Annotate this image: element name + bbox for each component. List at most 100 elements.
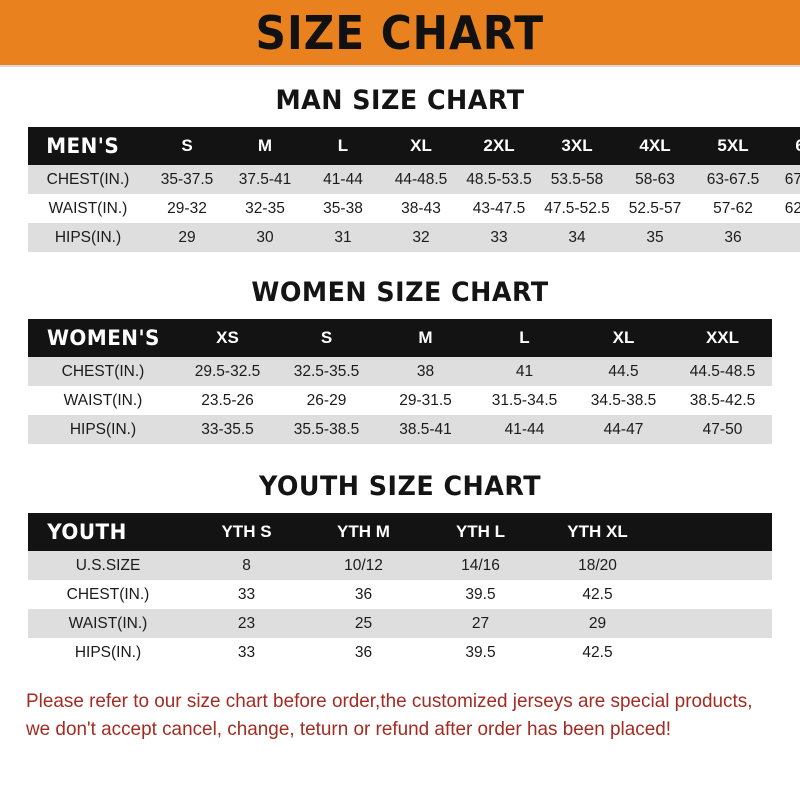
section-title-youth: YOUTH SIZE CHART — [258, 471, 542, 502]
men-column-header: 4XL — [639, 136, 671, 155]
section-title-man: MAN SIZE CHART — [275, 85, 525, 116]
men-column-header: XL — [410, 136, 432, 155]
women-cell: 38.5-42.5 — [689, 391, 756, 409]
men-cell: 33 — [490, 228, 508, 246]
youth-cell: 10/12 — [344, 556, 383, 574]
men-cell: 57-62 — [713, 199, 753, 217]
youth-row-label: HIPS(IN.) — [74, 643, 142, 661]
women-cell: 44-47 — [603, 420, 644, 438]
men-column-header: 6XL — [772, 127, 800, 165]
men-header-row: MEN'S S M L XL 2XL 3XL 4XL 5XL 6XL — [28, 127, 800, 165]
men-cell: 31 — [334, 228, 352, 246]
women-column-header: L — [519, 328, 530, 347]
men-size-table: MEN'S S M L XL 2XL 3XL 4XL 5XL 6XL CHEST(IN.) 35-37… — [28, 127, 800, 252]
women-cell: 38.5-41 — [399, 420, 452, 438]
women-column-header: XXL — [705, 328, 740, 347]
men-cell: 35-37.5 — [160, 170, 214, 188]
men-cell: 35-38 — [323, 199, 363, 217]
women-size-table-wrapper: WOMEN'S XS S M L XL XXL CHEST(IN.) 29.5-32.5 32.5… — [28, 319, 772, 444]
men-cell: 47.5-52.5 — [544, 199, 610, 217]
men-size-table-wrapper: MEN'S S M L XL 2XL 3XL 4XL 5XL 6XL CHEST(IN.) 35-37… — [28, 127, 800, 252]
men-cell: 36 — [724, 228, 742, 246]
women-column-header: S — [320, 328, 333, 347]
table-row: WAIST(IN.) 29-32 32-35 35-38 38-43 43-47.5 47.… — [28, 194, 800, 223]
youth-cell: 33 — [237, 585, 256, 603]
note-line-1: Please refer to our size chart before or… — [26, 690, 753, 712]
women-column-header: XL — [612, 328, 635, 347]
youth-cell — [656, 551, 772, 580]
women-cell: 38 — [416, 362, 435, 380]
men-cell: 63-67.5 — [706, 170, 760, 188]
men-row-label: HIPS(IN.) — [54, 228, 122, 246]
youth-cell — [656, 638, 772, 667]
men-cell: 37 — [772, 223, 800, 252]
youth-corner-label: YOUTH — [47, 520, 127, 544]
youth-cell: 42.5 — [582, 585, 613, 603]
youth-cell: 33 — [237, 643, 256, 661]
women-row-label: HIPS(IN.) — [69, 420, 137, 438]
women-row-label: CHEST(IN.) — [61, 362, 145, 380]
youth-column-header: YTH L — [455, 522, 506, 541]
men-cell: 29 — [178, 228, 196, 246]
men-row-label: WAIST(IN.) — [48, 199, 128, 217]
youth-cell: 27 — [471, 614, 490, 632]
women-corner-label: WOMEN'S — [46, 326, 160, 350]
men-cell: 29-32 — [167, 199, 207, 217]
men-cell: 48.5-53.5 — [466, 170, 532, 188]
men-cell: 44-48.5 — [394, 170, 448, 188]
section-title-women: WOMEN SIZE CHART — [251, 277, 549, 308]
table-row: HIPS(IN.) 33-35.5 35.5-38.5 38.5-41 41-44 44-… — [28, 415, 772, 444]
women-cell: 47-50 — [702, 420, 743, 438]
men-cell: 30 — [256, 228, 274, 246]
men-column-header: 3XL — [561, 136, 593, 155]
men-cell: 35 — [646, 228, 664, 246]
men-column-header: S — [181, 136, 193, 155]
youth-row-label: U.S.SIZE — [75, 556, 141, 574]
youth-header-row: YOUTH YTH S YTH M YTH L YTH XL — [28, 513, 772, 551]
youth-cell: 36 — [354, 585, 373, 603]
men-cell: 32 — [412, 228, 430, 246]
youth-cell: 18/20 — [578, 556, 617, 574]
page-banner: SIZE CHART — [0, 0, 800, 67]
note-line-2: we don't accept cancel, change, teturn o… — [26, 718, 672, 741]
youth-cell: 8 — [242, 556, 251, 574]
men-cell: 58-63 — [635, 170, 675, 188]
women-size-table: WOMEN'S XS S M L XL XXL CHEST(IN.) 29.5-32.5 32.5… — [28, 319, 772, 444]
youth-cell: 36 — [354, 643, 373, 661]
women-cell: 29-31.5 — [399, 391, 452, 409]
youth-cell: 39.5 — [465, 585, 496, 603]
women-cell: 41-44 — [504, 420, 545, 438]
women-column-header: XS — [216, 328, 239, 347]
women-header-row: WOMEN'S XS S M L XL XXL — [28, 319, 772, 357]
youth-column-header: YTH XL — [567, 522, 628, 541]
table-row: CHEST(IN.) 29.5-32.5 32.5-35.5 38 41 44.5 44.5… — [28, 357, 772, 386]
table-row: CHEST(IN.) 33 36 39.5 42.5 — [28, 580, 772, 609]
men-column-header: 2XL — [483, 136, 515, 155]
men-column-header: L — [337, 136, 349, 155]
youth-row-label: CHEST(IN.) — [66, 585, 150, 603]
men-cell: 43-47.5 — [472, 199, 526, 217]
men-corner-label: MEN'S — [46, 134, 120, 158]
women-cell: 35.5-38.5 — [293, 420, 360, 438]
table-row: HIPS(IN.) 29 30 31 32 33 34 35 36 37 — [28, 223, 800, 252]
youth-size-table: YOUTH YTH S YTH M YTH L YTH XL U.S.SIZE 8 10/12… — [28, 513, 772, 667]
youth-cell: 39.5 — [465, 643, 496, 661]
youth-size-table-wrapper: YOUTH YTH S YTH M YTH L YTH XL U.S.SIZE 8 10/12… — [28, 513, 772, 667]
youth-cell: 42.5 — [582, 643, 613, 661]
women-cell: 41 — [515, 362, 534, 380]
women-cell: 33-35.5 — [201, 420, 254, 438]
youth-cell — [656, 580, 772, 609]
men-column-header: M — [257, 136, 273, 155]
order-policy-note: Please refer to our size chart before or… — [26, 687, 752, 744]
youth-cell: 23 — [237, 614, 256, 632]
youth-column-header: YTH S — [221, 522, 272, 541]
table-row: U.S.SIZE 8 10/12 14/16 18/20 — [28, 551, 772, 580]
women-row-label: WAIST(IN.) — [63, 391, 143, 409]
youth-cell — [656, 609, 772, 638]
youth-cell: 14/16 — [461, 556, 500, 574]
youth-cell: 25 — [354, 614, 373, 632]
table-row: CHEST(IN.) 35-37.5 37.5-41 41-44 44-48.5 48.5… — [28, 165, 800, 194]
men-cell: 52.5-57 — [628, 199, 682, 217]
table-row: WAIST(IN.) 23 25 27 29 — [28, 609, 772, 638]
